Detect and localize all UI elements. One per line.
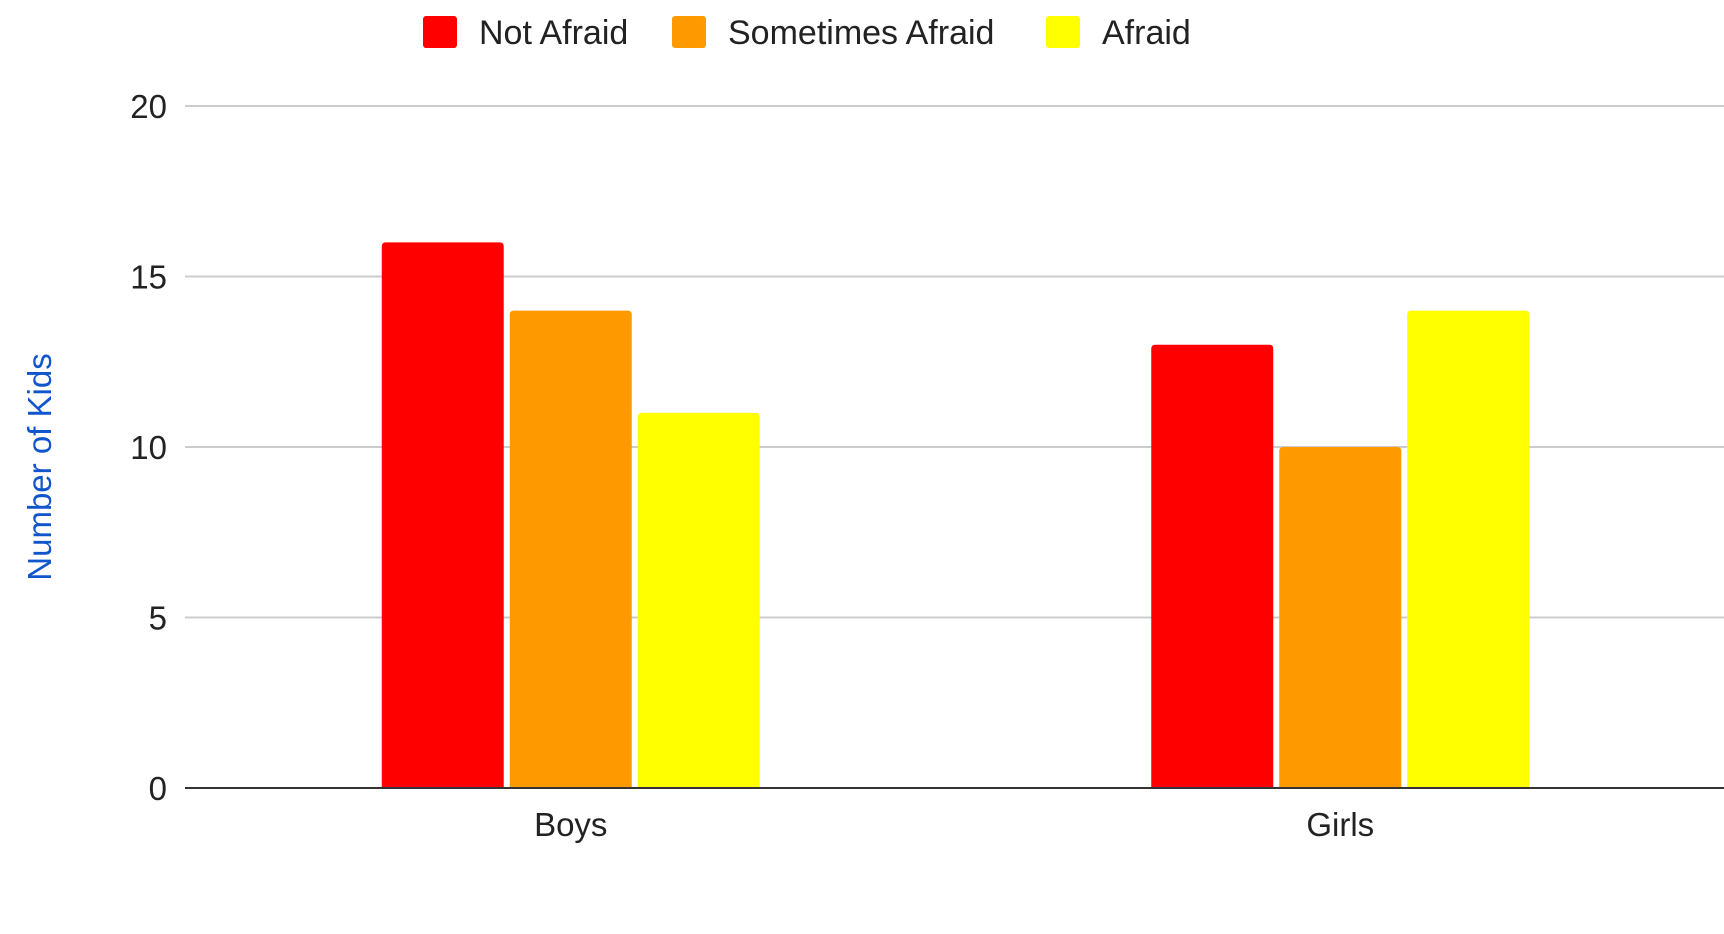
legend-label: Not Afraid <box>479 14 628 52</box>
y-tick-label-0: 0 <box>149 770 167 807</box>
legend-swatch <box>423 16 457 48</box>
x-axis-ticks: Boys Girls <box>534 806 1374 843</box>
y-axis-title: Number of Kids <box>21 353 58 580</box>
y-tick-label-5: 5 <box>149 600 167 637</box>
legend-swatch <box>672 16 706 48</box>
legend: Not Afraid Sometimes Afraid Afraid <box>423 14 1191 52</box>
legend-item-sometimes-afraid: Sometimes Afraid <box>672 14 994 52</box>
y-tick-label-20: 20 <box>130 88 167 125</box>
legend-label: Afraid <box>1102 14 1191 52</box>
bar-girls-not-afraid <box>1151 344 1274 788</box>
y-axis-ticks: 0 5 10 15 20 <box>130 88 167 807</box>
legend-label: Sometimes Afraid <box>728 14 994 52</box>
bar-boys-sometimes-afraid <box>509 310 632 788</box>
bar-boys-not-afraid <box>381 242 504 788</box>
y-tick-label-15: 15 <box>130 259 167 296</box>
y-tick-label-10: 10 <box>130 429 167 466</box>
bar-girls-afraid <box>1407 310 1530 788</box>
legend-item-afraid: Afraid <box>1046 14 1191 52</box>
x-tick-label-boys: Boys <box>534 806 607 843</box>
legend-item-not-afraid: Not Afraid <box>423 14 628 52</box>
bars <box>381 242 1530 788</box>
bar-boys-afraid <box>637 412 760 788</box>
bar-girls-sometimes-afraid <box>1279 447 1402 788</box>
legend-swatch <box>1046 16 1080 48</box>
x-tick-label-girls: Girls <box>1306 806 1374 843</box>
